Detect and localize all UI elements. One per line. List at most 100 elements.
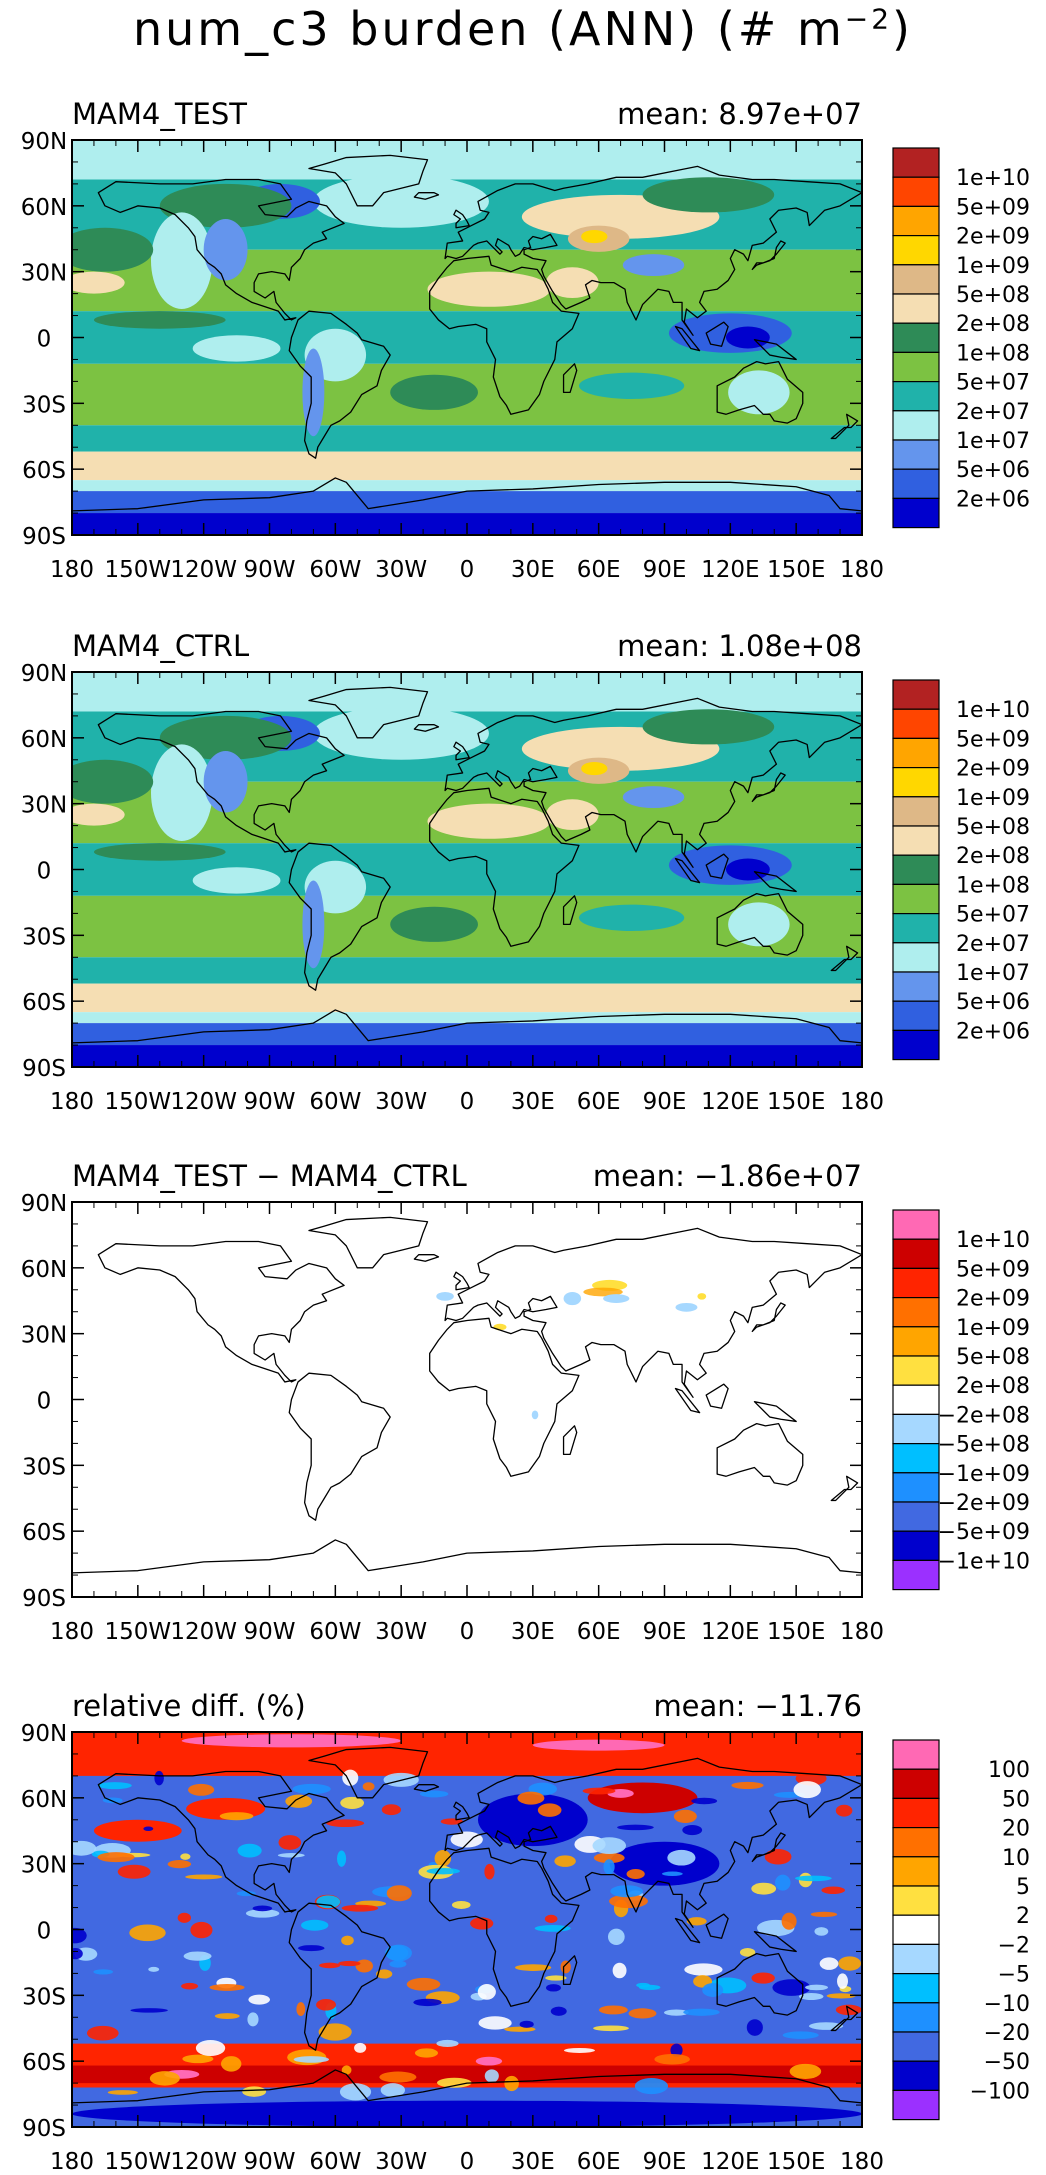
field-south-atlantic — [390, 374, 478, 410]
lon-tick-label: 180 — [840, 2149, 884, 2175]
colorbar-segment — [892, 1209, 940, 1240]
field-speckle — [97, 1852, 135, 1863]
field-speckle — [451, 1901, 471, 1909]
map-panel-3-svg: MAM4_TEST − MAM4_CTRL mean: −1.86e+07 90N 6… — [21, 1159, 1030, 1645]
colorbar-label: 5e+07 — [956, 903, 1030, 928]
coastline-madagascar — [562, 895, 578, 926]
coastline-north-america — [97, 178, 345, 321]
colorbar-label: 2e+06 — [956, 1019, 1030, 1044]
lon-tick-label: 90W — [243, 1089, 295, 1115]
lon-tick-label: 90W — [243, 557, 295, 583]
lat-tick-label: 90N — [21, 661, 67, 687]
diff-blob-china — [697, 1293, 707, 1300]
field-speckle — [592, 1837, 627, 1855]
field-speckle — [731, 1781, 764, 1790]
field-speckle — [362, 1782, 375, 1791]
field-speckle — [149, 2071, 180, 2086]
colorbar-label: 10 — [1002, 1846, 1030, 1871]
coastline-new-zealand — [830, 1475, 859, 1502]
coastline-sumatra — [674, 325, 701, 352]
field-pacific-wheat — [72, 803, 125, 826]
field-n-atlantic — [313, 707, 489, 760]
field-andes — [302, 348, 325, 437]
lat-tick-label: 90N — [21, 1191, 67, 1217]
colorbar-label: 5e+08 — [956, 283, 1030, 308]
coastline-sumatra — [674, 857, 701, 884]
coastline-antarctica — [72, 2069, 862, 2127]
coastline-uk — [453, 1271, 470, 1291]
colorbar-label: 1e+07 — [956, 429, 1030, 454]
coastline-antarctica — [72, 1539, 862, 1597]
field-speckle — [336, 1850, 347, 1867]
coastline-africa — [429, 1847, 580, 2007]
field-speckle — [638, 1984, 661, 1991]
lon-tick-label: 90W — [243, 2149, 295, 2175]
colorbar-label: 2e+09 — [956, 757, 1030, 782]
colorbar-label: 2e+08 — [956, 844, 1030, 869]
lon-tick-label: 150W — [105, 1619, 172, 1645]
lon-tick-label: 150E — [767, 1619, 825, 1645]
lon-tick-label: 120W — [170, 2149, 237, 2175]
lon-tick-label: 150W — [105, 557, 172, 583]
lon-tick-label: 150W — [105, 1089, 172, 1115]
lon-tick-label: 30W — [375, 557, 427, 583]
field-south-mid — [72, 425, 862, 452]
lon-tick-label: 0 — [460, 1089, 475, 1115]
colorbar-segment — [892, 351, 940, 383]
field-speckle — [609, 1894, 648, 1909]
field-sahara — [427, 803, 551, 839]
field-speckle — [292, 1783, 331, 1795]
colorbar-segment — [892, 205, 940, 237]
colorbar-segment — [892, 971, 940, 1002]
lon-tick-label: 60W — [309, 1089, 361, 1115]
lat-tick-label: 30N — [21, 793, 67, 819]
field-speckle — [670, 2043, 683, 2057]
field-speckle — [484, 2069, 499, 2083]
field-speckle — [129, 1924, 166, 1942]
coastline-australia — [716, 360, 804, 424]
coastline-new-zealand — [830, 2005, 859, 2032]
colorbar-label: 1e+10 — [956, 166, 1030, 191]
diff-blob-mongolia — [675, 1302, 698, 1312]
field-pacific-red — [93, 1819, 182, 1842]
lon-tick-label: 0 — [460, 1619, 475, 1645]
field-speckle — [318, 2023, 352, 2041]
coastline-eurasia — [444, 1227, 862, 1398]
field-speckle — [182, 2054, 214, 2064]
field-siberia — [642, 709, 775, 745]
colorbar-segment — [892, 147, 940, 178]
colorbar-segment — [892, 913, 940, 944]
colorbar-segment — [892, 293, 940, 324]
colorbar-segment — [892, 1914, 940, 1945]
field-indian-ocean — [578, 372, 685, 399]
field-speckle — [117, 1864, 151, 1879]
field-speckle — [814, 1927, 829, 1936]
coastline-eurasia — [444, 697, 862, 868]
colorbar-label: 2 — [1016, 1904, 1030, 1929]
diff-blob-central-asia — [603, 1294, 630, 1303]
coastline-australia — [716, 1952, 804, 2016]
coastlines — [72, 686, 862, 1067]
coastline-australia — [716, 892, 804, 956]
colorbar-label: 20 — [1002, 1817, 1030, 1842]
field-speckle — [221, 2056, 242, 2072]
coastline-eurasia — [444, 165, 862, 336]
lon-tick-label: 90E — [643, 557, 687, 583]
field-speckle — [380, 2083, 406, 2097]
field-speckle — [296, 2002, 306, 2017]
colorbar-segment — [892, 1267, 940, 1299]
field-speckle — [504, 2026, 536, 2032]
colorbar-label: −2e+09 — [938, 1491, 1030, 1516]
field-central-asia-peak — [581, 761, 608, 776]
colorbar-segment — [892, 708, 940, 739]
lon-tick-label: 150E — [767, 2149, 825, 2175]
field-speckle — [72, 1927, 87, 1944]
colorbar-segment — [892, 381, 940, 412]
lat-tick-label: 90S — [22, 1586, 66, 1612]
field-speckle — [838, 1956, 862, 1971]
map-panel-4: relative diff. (%) mean: −11.76 90N 60N 30N 0… — [0, 1672, 1046, 2175]
lat-tick-label: 60S — [22, 990, 66, 1016]
field-europe-blue — [477, 1793, 588, 1847]
field-australia — [728, 902, 790, 947]
lon-tick-label: 30E — [511, 1619, 555, 1645]
